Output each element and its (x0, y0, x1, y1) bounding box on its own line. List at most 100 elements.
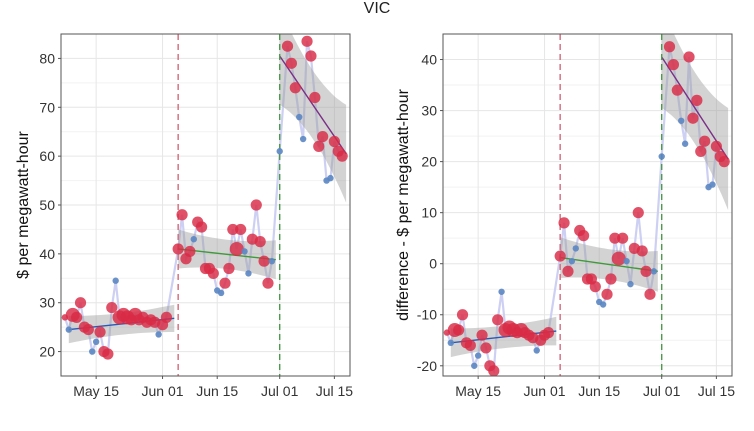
data-point-blue (623, 257, 630, 265)
data-point-blue (245, 270, 252, 277)
chart-panel-left: 20 30 40 50 60 70 80 May 15 Jun 01 Jun 15 Jul 01 Ju… (15, 33, 354, 399)
data-point-red (632, 207, 644, 219)
data-point-red (317, 131, 329, 143)
data-point-blue (276, 148, 283, 155)
data-point-red (718, 156, 730, 168)
data-point-blue (599, 301, 607, 308)
data-point-red (207, 267, 219, 279)
data-point-blue (155, 331, 162, 338)
data-point-red (611, 251, 626, 266)
panel-border (442, 33, 733, 377)
y-tick-label: -10 (417, 307, 437, 323)
y-axis-title: $ per megawatt-hour (15, 131, 32, 279)
data-point-blue (112, 277, 119, 284)
data-point-blue (658, 153, 665, 160)
data-point-red (601, 288, 613, 300)
data-point-red (640, 265, 652, 277)
data-point-red (301, 35, 313, 47)
data-point-red (562, 265, 574, 277)
y-tick-label: 20 (421, 154, 437, 170)
data-point-red (172, 243, 184, 255)
data-point-red (176, 209, 188, 221)
data-point-red (663, 41, 676, 53)
data-point-red (554, 250, 566, 262)
data-point-red (577, 230, 590, 242)
data-point-red (683, 51, 695, 63)
data-point-red (464, 339, 476, 351)
y-tick-label: 10 (421, 205, 437, 221)
data-point-red (617, 232, 629, 244)
data-point-red (695, 145, 707, 158)
data-point-blue (572, 245, 579, 252)
data-point-blue (92, 338, 100, 345)
y-tick-label: 80 (39, 50, 55, 66)
data-point-red (644, 288, 656, 300)
plot-area (443, 34, 730, 376)
data-point-red (691, 94, 703, 106)
data-point-red (281, 40, 294, 52)
series-connect-line (63, 41, 344, 356)
data-point-red (309, 91, 321, 104)
data-point-blue (299, 135, 307, 143)
data-point-blue (471, 362, 478, 369)
data-point-blue (190, 236, 197, 243)
data-point-blue (650, 268, 658, 275)
y-tick-label: 30 (421, 103, 437, 119)
data-point-blue (268, 257, 276, 265)
confidence-ribbon (279, 34, 347, 203)
data-point-red (285, 57, 298, 69)
data-point-blue (533, 347, 540, 354)
x-tick-label: May 15 (73, 383, 119, 399)
data-point-red (453, 324, 465, 336)
data-point-red (195, 221, 208, 233)
y-tick-label: 0 (429, 256, 437, 272)
x-tick-label: Jul 01 (261, 383, 299, 399)
data-point-red (235, 223, 247, 236)
data-point-red (262, 277, 274, 289)
data-point-red (667, 59, 680, 71)
y-tick-label: 40 (39, 246, 55, 262)
data-point-red (328, 135, 340, 148)
data-point-red (636, 245, 648, 257)
x-tick-label: Jul 15 (316, 383, 354, 399)
data-point-blue (498, 288, 505, 295)
data-point-red (227, 223, 239, 236)
data-point-blue (474, 352, 482, 359)
data-point-blue (681, 140, 689, 147)
data-point-blue (89, 348, 96, 355)
data-point-red (488, 365, 500, 376)
figure-title: VIC (364, 0, 391, 17)
y-tick-label: 30 (39, 295, 55, 311)
data-point-red (699, 135, 711, 147)
x-tick-label: Jun 15 (196, 383, 238, 399)
data-point-blue (678, 117, 685, 124)
data-point-red (102, 348, 114, 360)
data-point-red (160, 311, 173, 323)
y-tick-label: 40 (421, 52, 437, 68)
plot-area (61, 34, 348, 376)
data-point-red (542, 327, 555, 339)
data-point-blue (568, 257, 576, 265)
data-point-red (589, 281, 601, 293)
data-point-red (106, 302, 118, 314)
y-tick-label: 60 (39, 148, 55, 164)
y-tick-label: 70 (39, 99, 55, 115)
data-point-red (258, 255, 270, 267)
chart-panel-right: -20 -10 0 10 20 30 40 May 15 Jun 01 Jun 15 Jul 01 J… (395, 33, 736, 399)
data-point-red (223, 262, 235, 275)
x-tick-label: Jul 15 (698, 383, 736, 399)
y-tick-label: -20 (417, 358, 437, 374)
y-tick-label: 20 (39, 344, 55, 360)
data-point-red (605, 273, 617, 285)
grid (443, 34, 732, 376)
data-point-red (313, 140, 325, 152)
y-tick-label: 50 (39, 197, 55, 213)
data-point-red (492, 314, 504, 326)
data-point-red (250, 199, 262, 211)
data-point-red (82, 323, 94, 336)
x-tick-label: Jul 01 (643, 383, 681, 399)
data-point-red (94, 326, 106, 338)
data-point-red (480, 342, 492, 354)
x-tick-label: Jun 01 (142, 383, 184, 399)
